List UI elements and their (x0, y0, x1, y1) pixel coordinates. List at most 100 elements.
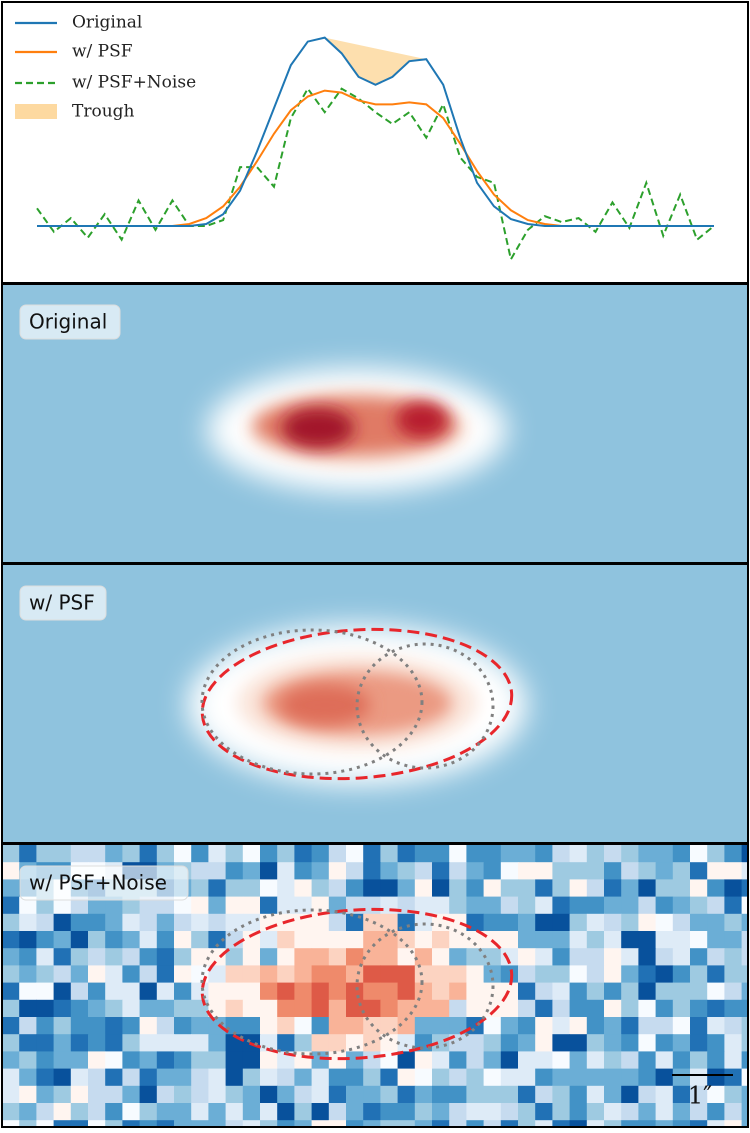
noise-pixel (328, 931, 347, 949)
noise-pixel (466, 1034, 485, 1052)
noise-pixel (380, 913, 399, 932)
noise-pixel (449, 879, 467, 898)
noise-pixel (328, 1034, 347, 1052)
noise-pixel (500, 999, 519, 1018)
noise-pixel (432, 879, 450, 898)
noise-pixel (88, 1103, 106, 1121)
noise-pixel (552, 1051, 571, 1070)
noise-pixel (518, 1068, 536, 1087)
noise-pixel (380, 862, 399, 880)
noise-pixel (53, 999, 72, 1018)
noise-pixel (36, 1017, 55, 1035)
noise-pixel (225, 948, 244, 966)
noise-pixel (139, 1068, 158, 1087)
noise-pixel (569, 1034, 588, 1052)
noise-pixel (535, 1085, 553, 1104)
noise-pixel (741, 1051, 748, 1070)
noise-pixel (518, 1034, 536, 1052)
noise-pixel (432, 982, 450, 1001)
noise-pixel (156, 931, 175, 949)
noise-pixel (621, 999, 639, 1018)
noise-pixel (449, 845, 467, 863)
noise-pixel (53, 896, 72, 915)
noise-pixel (242, 1051, 261, 1070)
noise-pixel (19, 845, 37, 863)
noise-pixel (88, 1051, 106, 1070)
noise-pixel (741, 1017, 748, 1035)
noise-pixel (414, 965, 433, 984)
noise-pixel (604, 845, 622, 863)
noise-pixel (156, 965, 175, 984)
noise-pixel (122, 965, 141, 984)
noise-pixel (466, 845, 485, 863)
noise-pixel (277, 1103, 295, 1121)
noise-pixel (260, 999, 278, 1018)
noise-pixel (638, 1017, 657, 1035)
noise-pixel (191, 1103, 209, 1121)
noise-pixel (208, 1034, 227, 1052)
noise-pixel (449, 1085, 467, 1104)
noise-pixel (88, 948, 106, 966)
noise-pixel (483, 1120, 502, 1127)
noise-pixel (156, 1017, 175, 1035)
noise-pixel (208, 1051, 227, 1070)
noise-pixel (741, 896, 748, 915)
noise-pixel (483, 1068, 502, 1087)
noise-pixel (690, 1051, 708, 1070)
noise-pixel (535, 1017, 553, 1035)
noise-pixel (242, 845, 261, 863)
noise-pixel (242, 982, 261, 1001)
component-ellipse (355, 642, 495, 770)
noise-pixel (174, 1068, 192, 1087)
noise-pixel (466, 982, 485, 1001)
noise-pixel (380, 948, 399, 966)
noise-pixel (277, 982, 295, 1001)
noise-pixel (604, 948, 622, 966)
noise-pixel (604, 931, 622, 949)
noise-pixel (604, 896, 622, 915)
noise-pixel (208, 913, 227, 932)
noise-pixel (414, 1103, 433, 1121)
noise-pixel (260, 1103, 278, 1121)
noise-pixel (2, 896, 20, 915)
noise-pixel (604, 1085, 622, 1104)
noise-pixel (311, 1085, 330, 1104)
noise-pixel (466, 913, 485, 932)
noise-pixel (19, 1120, 37, 1127)
noise-pixel (139, 1051, 158, 1070)
noise-pixel (414, 1017, 433, 1035)
noise-pixel (311, 1120, 330, 1127)
noise-pixel (328, 1103, 347, 1121)
noise-pixel (724, 931, 743, 949)
noise-pixel (724, 845, 743, 863)
noise-pixel (294, 862, 313, 880)
noise-pixel (363, 1051, 381, 1070)
noise-pixel (380, 1068, 399, 1087)
noise-pixel (552, 845, 571, 863)
noise-pixel (294, 999, 313, 1018)
noise-pixel (724, 862, 743, 880)
noise-pixel (70, 1103, 89, 1121)
noise-pixel (260, 862, 278, 880)
noise-pixel (724, 965, 743, 984)
noise-pixel (208, 896, 227, 915)
noise-pixel (346, 1051, 364, 1070)
noise-pixel (707, 1068, 725, 1087)
noise-pixel (535, 1034, 553, 1052)
noise-pixel (690, 845, 708, 863)
noise-pixel (139, 1034, 158, 1052)
noise-pixel (724, 879, 743, 898)
noise-pixel (741, 1068, 748, 1087)
noise-pixel (88, 1017, 106, 1035)
apertures (200, 907, 514, 1061)
noise-pixel (552, 931, 571, 949)
noise-pixel (260, 931, 278, 949)
noise-pixel (346, 845, 364, 863)
line-plot (36, 36, 715, 263)
noise-pixel (208, 1120, 227, 1127)
noise-pixel (139, 982, 158, 1001)
noise-pixel (346, 1103, 364, 1121)
noise-pixel (586, 1017, 605, 1035)
noise-pixel (208, 845, 227, 863)
noise-pixel (105, 1051, 123, 1070)
